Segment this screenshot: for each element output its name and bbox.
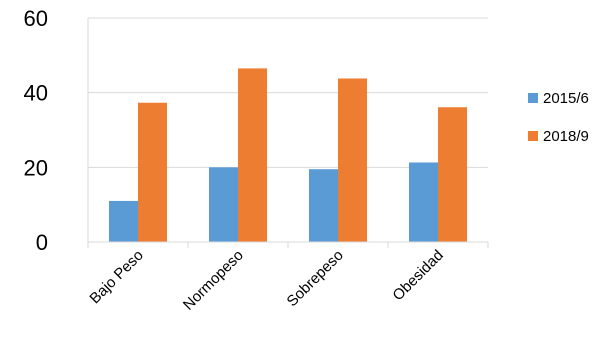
- y-tick-label: 20: [24, 155, 48, 180]
- x-category-label: Normopeso: [180, 247, 247, 314]
- bar-2018-9-obesidad: [438, 107, 467, 242]
- bar-2015-6-obesidad: [409, 162, 438, 242]
- bar-2018-9-bajo-peso: [138, 102, 167, 242]
- bars: [109, 68, 467, 243]
- y-tick-label: 60: [24, 6, 48, 31]
- legend-label: 2015/6: [543, 90, 589, 107]
- bar-2018-9-normopeso: [238, 68, 267, 243]
- legend-swatch: [528, 93, 538, 103]
- legend: 2015/6 2018/9: [528, 90, 589, 145]
- bar-2015-6-bajo-peso: [109, 200, 138, 242]
- x-category-label: Obesidad: [389, 247, 446, 304]
- bar-2015-6-sobrepeso: [309, 169, 338, 242]
- y-tick-label: 40: [24, 81, 48, 106]
- x-category-label: Sobrepeso: [283, 247, 346, 310]
- legend-swatch: [528, 131, 538, 141]
- bar-2015-6-normopeso: [209, 167, 238, 242]
- y-axis-ticks: 0 20 40 60: [24, 6, 48, 255]
- x-axis-labels: Bajo Peso Normopeso Sobrepeso Obesidad: [86, 247, 446, 314]
- x-category-label: Bajo Peso: [86, 247, 146, 307]
- y-tick-label: 0: [36, 230, 48, 255]
- bar-2018-9-sobrepeso: [338, 78, 367, 242]
- legend-label: 2018/9: [543, 128, 589, 145]
- axes: [87, 18, 489, 248]
